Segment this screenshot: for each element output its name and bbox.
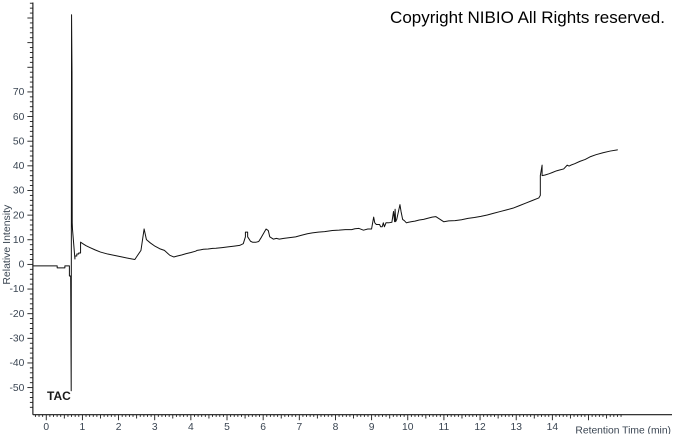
svg-text:0: 0 bbox=[43, 422, 49, 433]
svg-text:0: 0 bbox=[19, 260, 25, 271]
svg-text:Relative Intensity: Relative Intensity bbox=[1, 204, 13, 285]
svg-text:-30: -30 bbox=[9, 334, 24, 345]
svg-text:40: 40 bbox=[13, 161, 25, 172]
svg-text:-20: -20 bbox=[9, 309, 24, 320]
svg-text:6: 6 bbox=[260, 422, 266, 433]
svg-text:11: 11 bbox=[439, 422, 450, 433]
svg-text:TAC: TAC bbox=[47, 389, 71, 403]
svg-text:-40: -40 bbox=[9, 358, 24, 369]
svg-text:Retention Time (min): Retention Time (min) bbox=[575, 426, 671, 434]
svg-text:20: 20 bbox=[13, 210, 25, 221]
svg-text:-50: -50 bbox=[9, 383, 24, 394]
svg-text:13: 13 bbox=[510, 422, 522, 433]
svg-text:12: 12 bbox=[474, 422, 486, 433]
svg-text:-10: -10 bbox=[9, 284, 24, 295]
svg-text:60: 60 bbox=[13, 112, 25, 123]
svg-text:10: 10 bbox=[402, 422, 414, 433]
svg-text:10: 10 bbox=[13, 235, 25, 246]
svg-text:2: 2 bbox=[116, 422, 122, 433]
svg-text:9: 9 bbox=[369, 422, 375, 433]
svg-text:5: 5 bbox=[224, 422, 230, 433]
svg-text:70: 70 bbox=[13, 87, 25, 98]
svg-text:4: 4 bbox=[188, 422, 194, 433]
svg-text:30: 30 bbox=[13, 186, 25, 197]
svg-text:1: 1 bbox=[80, 422, 86, 433]
svg-text:3: 3 bbox=[152, 422, 158, 433]
svg-text:8: 8 bbox=[333, 422, 339, 433]
svg-text:50: 50 bbox=[13, 136, 25, 147]
svg-text:7: 7 bbox=[296, 422, 302, 433]
svg-text:14: 14 bbox=[547, 422, 559, 433]
